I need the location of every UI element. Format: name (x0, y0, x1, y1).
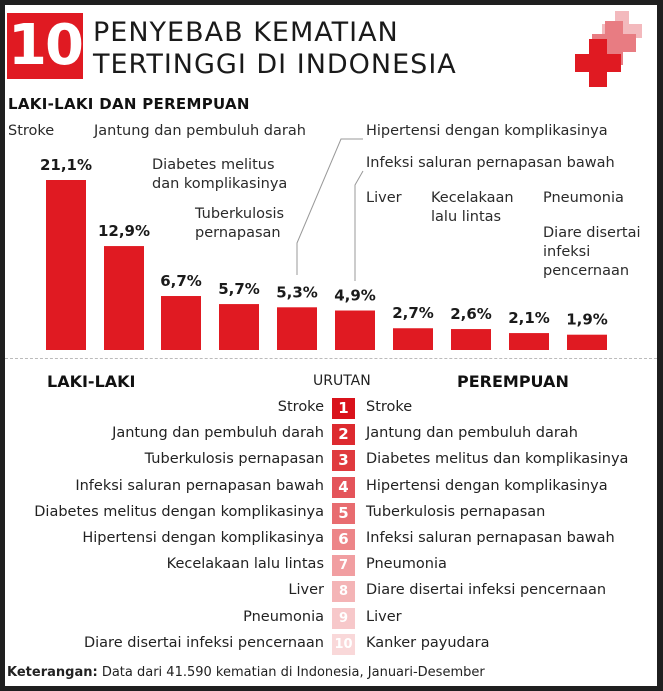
infographic: 10 PENYEBAB KEMATIAN TERTINGGI DI INDONE… (5, 5, 657, 686)
bar-7 (393, 328, 433, 350)
rank-number-badge: 4 (332, 476, 355, 498)
female-cause: Tuberkulosis pernapasan (366, 503, 546, 520)
rank-number-badge: 5 (332, 502, 355, 524)
category-label-8-line-1: Kecelakaan (431, 190, 514, 206)
male-cause: Diare disertai infeksi pencernaan (83, 634, 324, 651)
male-cause: Tuberkulosis pernapasan (144, 451, 324, 468)
title-line-1: PENYEBAB KEMATIAN (93, 17, 399, 48)
ranking-row: Stroke 1 Stroke (5, 397, 657, 420)
value-label-1: 21,1% (40, 156, 92, 174)
rank-number-badge: 10 (332, 633, 355, 655)
bar-3 (161, 296, 201, 350)
ranking-row: Pneumonia 9 Liver (5, 607, 657, 630)
title-number-badge: 10 (7, 13, 84, 79)
male-cause: Hipertensi dengan komplikasinya (82, 530, 324, 546)
ranking-row: Tuberkulosis pernapasan 3 Diabetes melitus… (5, 449, 657, 472)
footnote: Keterangan: Data dari 41.590 kematian di… (7, 665, 485, 680)
ranking-row: Liver 8 Diare disertai infeksi pencernaan (5, 580, 657, 603)
bar-9 (509, 333, 549, 350)
category-label-10-line-3: pencernaan (543, 263, 629, 279)
bar-chart: 21,1% Stroke 12,9% Jantung dan pembuluh dar… (8, 123, 641, 350)
footnote-label: Keterangan: (7, 665, 98, 680)
female-cause: Diare disertai infeksi pencernaan (366, 582, 607, 599)
ranking-row: Infeksi saluran pernapasan bawah 4 Hiperte… (5, 476, 657, 499)
value-label-8: 2,6% (450, 305, 492, 323)
value-label-4: 5,7% (218, 280, 260, 298)
value-label-5: 5,3% (276, 283, 318, 301)
bar-2 (104, 246, 144, 350)
rank-number-badge: 1 (332, 398, 355, 419)
category-label-5: Hipertensi dengan komplikasinya (366, 123, 608, 139)
value-label-6: 4,9% (334, 287, 376, 305)
ranking-row: Diabetes melitus dengan komplikasinya 5 Tu… (5, 502, 657, 525)
male-column-header: LAKI-LAKI (47, 372, 136, 391)
value-label-7: 2,7% (392, 304, 434, 322)
female-cause: Jantung dan pembuluh darah (366, 425, 578, 442)
category-label-1: Stroke (8, 123, 54, 139)
bar-8 (451, 329, 491, 350)
value-label-9: 2,1% (508, 309, 550, 327)
female-cause: Pneumonia (366, 556, 447, 573)
category-label-7: Liver (366, 190, 402, 206)
chart-subtitle: LAKI-LAKI DAN PEREMPUAN (8, 95, 250, 113)
value-label-3: 6,7% (160, 272, 202, 290)
male-cause: Liver (288, 582, 324, 599)
category-label-10-line-2: infeksi (543, 244, 590, 260)
bar-6 (335, 310, 375, 350)
bar-10 (567, 334, 607, 350)
category-label-6: Infeksi saluran pernapasan bawah (366, 155, 615, 171)
bar-1 (46, 180, 86, 350)
ranking-row: Hipertensi dengan komplikasinya 6 Infeksi … (5, 528, 657, 551)
value-label-10: 1,9% (566, 311, 608, 329)
category-label-3-line-2: dan komplikasinya (152, 176, 287, 192)
rank-number-badge: 3 (332, 450, 355, 472)
category-label-3-line-1: Diabetes melitus (152, 157, 275, 173)
title-line-2: TERTINGGI DI INDONESIA (93, 49, 457, 80)
section-divider (5, 358, 657, 359)
category-label-8-line-2: lalu lintas (431, 209, 501, 225)
rank-column-header: URUTAN (313, 373, 371, 389)
female-column-header: PEREMPUAN (457, 372, 569, 391)
female-cause: Stroke (366, 399, 413, 415)
female-cause: Liver (366, 608, 402, 625)
male-cause: Jantung dan pembuluh darah (112, 425, 324, 442)
female-cause: Hipertensi dengan komplikasinya (366, 477, 608, 494)
male-cause: Kecelakaan lalu lintas (166, 556, 324, 573)
medical-cross-logo-icon (575, 11, 642, 87)
category-label-2: Jantung dan pembuluh darah (93, 123, 306, 139)
ranking-row: Kecelakaan lalu lintas 7 Pneumonia (5, 554, 657, 577)
rank-number-badge: 7 (332, 555, 355, 577)
ranking-row: Diare disertai infeksi pencernaan 10 Kanke… (5, 633, 657, 656)
female-cause: Diabetes melitus dan komplikasinya (366, 451, 629, 468)
category-label-10-line-1: Diare disertai (543, 225, 641, 241)
male-cause: Diabetes melitus dengan komplikasinya (34, 503, 324, 520)
rank-number-badge: 2 (332, 424, 355, 446)
female-cause: Infeksi saluran pernapasan bawah (366, 530, 615, 546)
male-cause: Stroke (277, 399, 324, 415)
category-label-9: Pneumonia (543, 190, 624, 206)
male-cause: Pneumonia (243, 608, 324, 625)
ranking-row: Jantung dan pembuluh darah 2 Jantung dan p… (5, 423, 657, 446)
leader-line-5 (296, 138, 363, 275)
rank-number-badge: 6 (332, 529, 355, 550)
leader-line-6 (354, 170, 364, 281)
category-label-4-line-2: pernapasan (195, 225, 281, 241)
footnote-text: Data dari 41.590 kematian di Indonesia, … (101, 665, 485, 680)
bar-4 (219, 304, 259, 350)
female-cause: Kanker payudara (366, 634, 490, 651)
rank-number-badge: 8 (332, 581, 355, 603)
rank-number-badge: 9 (332, 607, 355, 629)
value-label-2: 12,9% (98, 222, 150, 240)
category-label-4-line-1: Tuberkulosis (194, 206, 284, 222)
bar-5 (277, 307, 317, 350)
male-cause: Infeksi saluran pernapasan bawah (75, 477, 324, 494)
